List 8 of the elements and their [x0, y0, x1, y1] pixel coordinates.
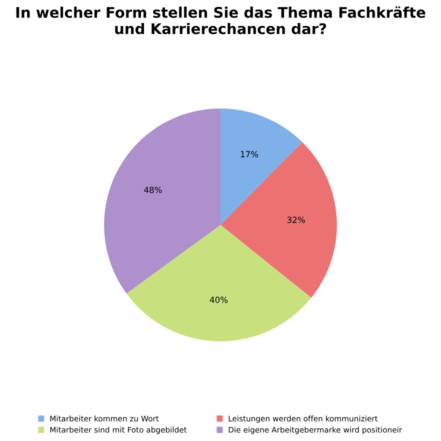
- pie-slice: [126, 224, 312, 342]
- data-label: 48%: [144, 186, 162, 194]
- chart-title: In welcher Form stellen Sie das Thema Fachkräfte und Karrierechancen dar?: [16, 6, 426, 34]
- data-label: 17%: [240, 151, 258, 158]
- data-label: 40%: [210, 296, 228, 303]
- data-label: 32%: [287, 216, 305, 223]
- pie-slice: [104, 108, 220, 294]
- pie-slice: [220, 142, 337, 298]
